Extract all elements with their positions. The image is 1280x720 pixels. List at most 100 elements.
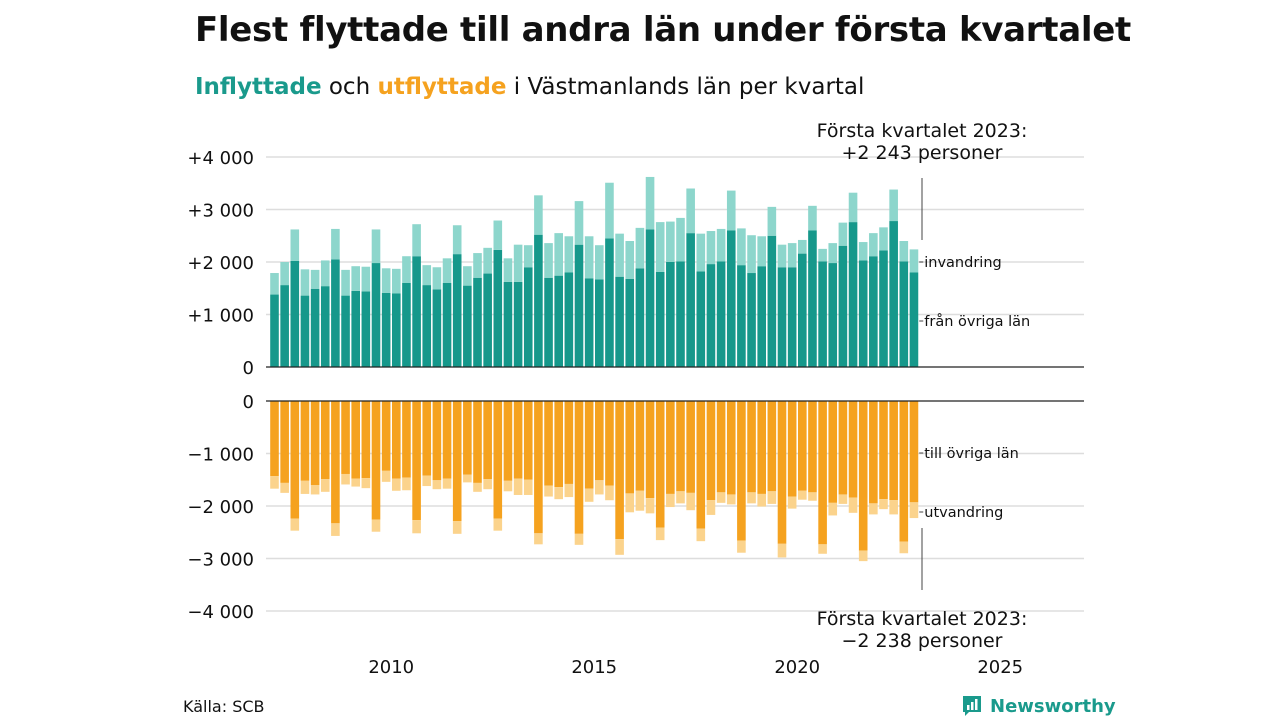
bar-out-lan	[635, 401, 645, 491]
bar-out-lan	[442, 401, 452, 479]
bar-in-lan	[808, 230, 817, 367]
bar-in-international	[737, 228, 746, 266]
bar-in-international	[828, 243, 838, 264]
bar-in-international	[696, 233, 706, 272]
x-tick-label: 2015	[571, 657, 617, 678]
bar-out-lan	[808, 401, 817, 493]
bar-in-lan	[787, 267, 797, 367]
bar-in-international	[716, 228, 726, 262]
bar-out-lan	[595, 401, 604, 481]
bar-out-lan	[544, 401, 553, 486]
bar-in-international	[605, 182, 614, 239]
bar-out-international	[584, 488, 594, 502]
bar-out-lan	[310, 401, 320, 485]
bar-out-lan	[452, 401, 462, 522]
subtitle-inflyttade: Inflyttade	[195, 74, 322, 100]
bar-out-lan	[402, 401, 411, 478]
bar-in-international	[909, 249, 919, 273]
bar-in-international	[320, 260, 330, 287]
bar-out-international	[716, 492, 726, 503]
bar-out-lan	[858, 401, 868, 551]
bar-in-international	[371, 229, 381, 264]
bar-out-lan	[615, 401, 624, 540]
annotation-top-line2: +2 243 personer	[842, 142, 1003, 164]
bar-in-lan	[513, 281, 523, 367]
bar-in-lan	[605, 238, 614, 367]
bar-in-lan	[676, 261, 685, 367]
bar-out-international	[605, 485, 614, 501]
bar-out-international	[595, 480, 604, 495]
bar-in-lan	[280, 285, 289, 367]
bar-out-lan	[493, 401, 503, 519]
bar-out-lan	[605, 401, 614, 486]
bar-in-lan	[879, 250, 888, 367]
bar-out-international	[564, 483, 574, 498]
bar-in-lan	[615, 276, 624, 367]
bar-out-lan	[513, 401, 523, 479]
bar-out-international	[747, 492, 756, 504]
y-tick-bottom: −4 000	[187, 602, 254, 623]
label-utvandring: utvandring	[924, 505, 1003, 521]
bar-in-lan	[523, 267, 533, 367]
bar-out-lan	[899, 401, 909, 542]
bar-out-international	[432, 480, 442, 490]
bar-in-international	[584, 236, 594, 279]
bar-in-international	[615, 233, 624, 277]
bar-in-lan	[899, 261, 909, 367]
bar-out-lan	[676, 401, 685, 492]
bar-out-international	[534, 533, 543, 545]
bar-out-lan	[473, 401, 482, 483]
bar-out-international	[808, 492, 817, 501]
bar-in-lan	[300, 295, 310, 367]
bar-out-international	[300, 480, 310, 494]
bar-out-international	[270, 476, 279, 489]
bar-out-international	[757, 493, 766, 507]
bar-in-international	[645, 176, 655, 230]
bar-out-lan	[412, 401, 421, 521]
y-tick-top: 0	[243, 358, 254, 379]
bar-in-lan	[828, 263, 838, 367]
bar-in-lan	[442, 283, 452, 367]
bar-in-international	[331, 228, 340, 260]
bar-in-lan	[473, 277, 482, 367]
y-tick-bottom: −3 000	[187, 550, 254, 571]
bar-out-international	[818, 544, 827, 554]
y-tick-bottom: −2 000	[187, 497, 254, 518]
bar-in-international	[899, 241, 909, 262]
bar-out-lan	[828, 401, 838, 503]
bar-in-lan	[270, 294, 279, 367]
bar-out-lan	[879, 401, 888, 500]
bar-in-international	[412, 224, 421, 257]
bar-out-lan	[848, 401, 858, 498]
newsworthy-brand[interactable]: Newsworthy	[961, 692, 1116, 720]
axes: +4 000 +3 000 +2 000 +1 000 0 0 −1 000 −2 000 −3…	[187, 148, 1084, 678]
label-fran-ovriga-lan: från övriga län	[924, 313, 1030, 330]
bar-in-international	[757, 236, 766, 267]
bar-out-lan	[787, 401, 797, 497]
bar-in-international	[858, 242, 868, 261]
bar-out-lan	[422, 401, 432, 476]
bar-out-international	[645, 498, 655, 514]
bar-out-lan	[280, 401, 289, 483]
bar-in-lan	[777, 267, 787, 367]
bar-out-international	[473, 482, 482, 492]
bar-in-international	[483, 247, 492, 274]
bar-out-international	[341, 473, 350, 485]
bar-in-international	[787, 243, 797, 268]
bar-in-lan	[564, 272, 574, 367]
bar-in-international	[432, 267, 442, 290]
bar-out-international	[696, 528, 706, 542]
bar-in-international	[574, 201, 584, 245]
bar-out-international	[280, 482, 289, 493]
bar-out-lan	[645, 401, 655, 499]
bar-in-international	[879, 227, 888, 251]
bar-out-lan	[777, 401, 787, 544]
bar-out-international	[869, 503, 878, 515]
bar-out-international	[402, 477, 411, 491]
bar-in-international	[513, 244, 523, 282]
bar-out-lan	[696, 401, 706, 529]
bar-out-international	[737, 540, 746, 553]
bar-in-international	[534, 195, 543, 235]
bar-out-lan	[737, 401, 746, 541]
